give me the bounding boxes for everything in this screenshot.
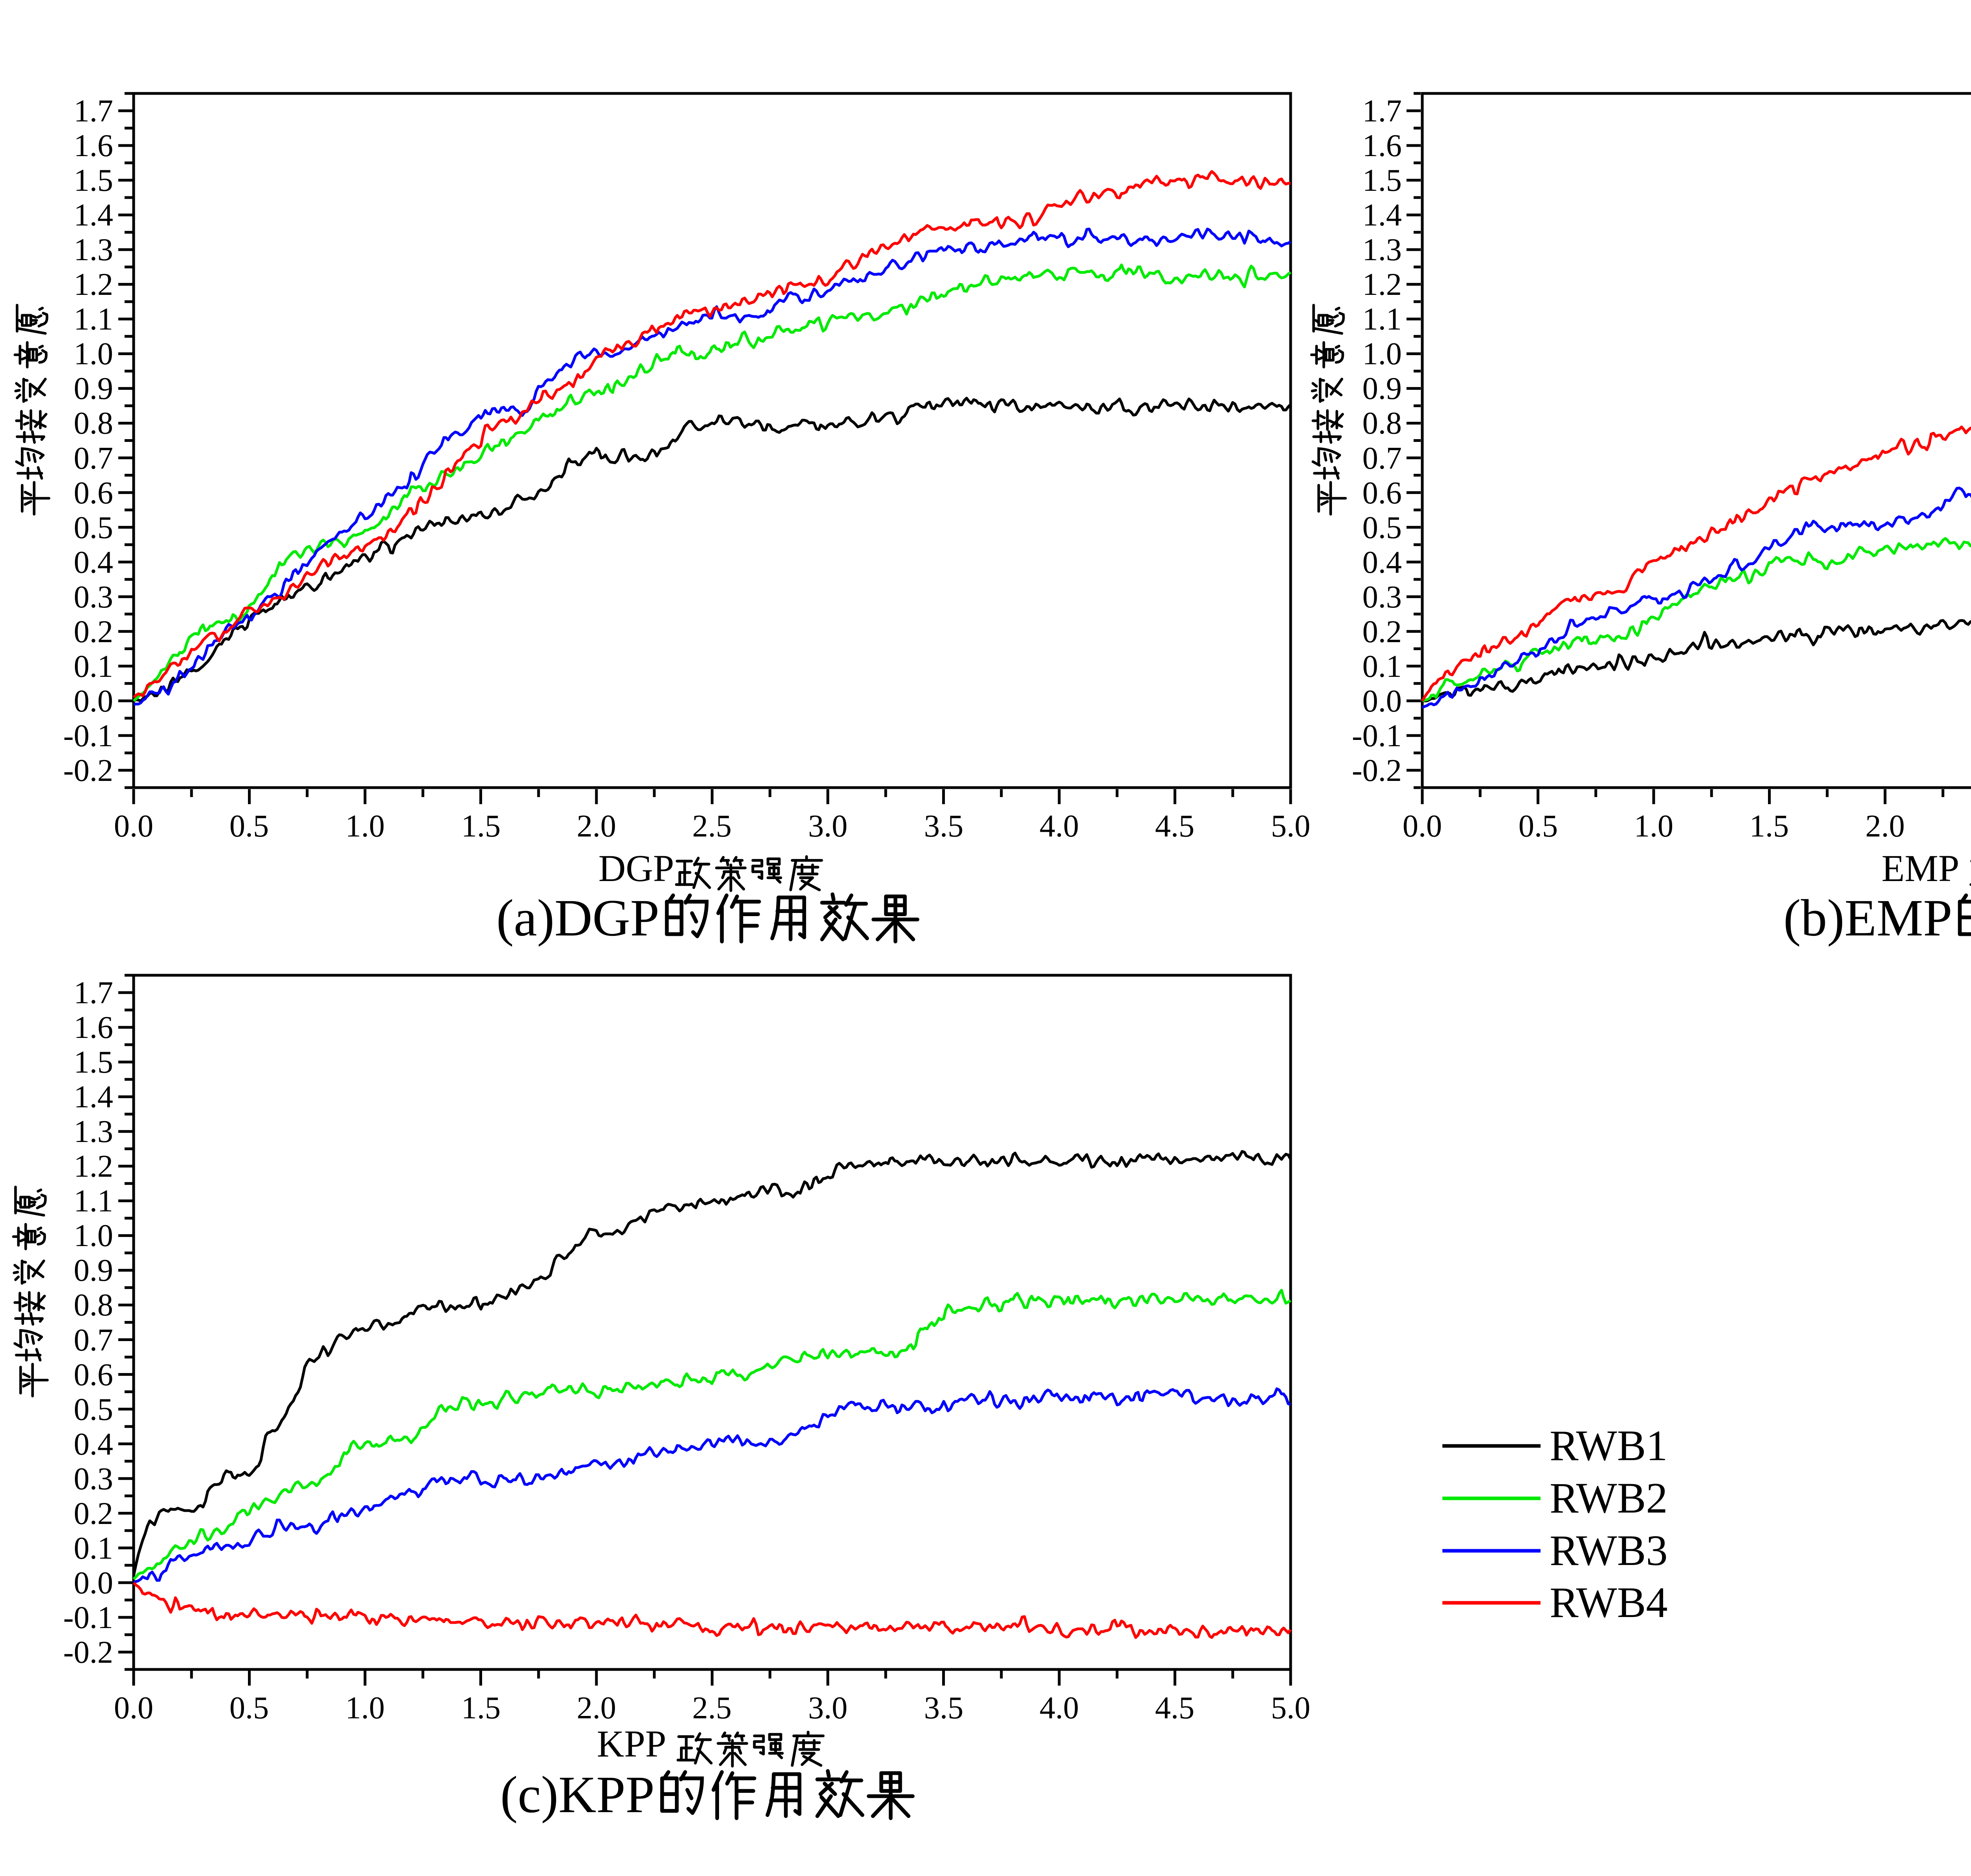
svg-text:RWB1: RWB1: [1550, 1421, 1668, 1470]
svg-text:1.7: 1.7: [74, 976, 113, 1010]
svg-text:1.0: 1.0: [74, 1218, 113, 1253]
svg-text:1.5: 1.5: [461, 1691, 501, 1725]
svg-text:EMP: EMP: [1882, 847, 1959, 889]
svg-text:1.0: 1.0: [345, 1691, 385, 1725]
svg-text:0.2: 0.2: [74, 1496, 113, 1531]
svg-text:5.0: 5.0: [1271, 809, 1310, 844]
svg-text:3.5: 3.5: [924, 809, 963, 844]
svg-text:0.9: 0.9: [1362, 371, 1402, 406]
svg-text:0.6: 0.6: [74, 1358, 113, 1392]
svg-text:0.1: 0.1: [74, 649, 113, 684]
svg-text:0.0: 0.0: [114, 1691, 153, 1725]
svg-text:1.1: 1.1: [74, 1184, 113, 1218]
svg-text:-0.1: -0.1: [1352, 719, 1402, 753]
svg-text:0.0: 0.0: [114, 809, 153, 844]
svg-text:0.1: 0.1: [1362, 649, 1402, 684]
svg-text:0.5: 0.5: [74, 510, 113, 545]
svg-text:1.0: 1.0: [1362, 337, 1402, 371]
svg-text:1.0: 1.0: [1634, 809, 1673, 844]
svg-text:0.3: 0.3: [74, 580, 113, 615]
svg-text:-0.2: -0.2: [1352, 753, 1402, 788]
svg-text:5.0: 5.0: [1271, 1691, 1310, 1725]
svg-text:0.5: 0.5: [1518, 809, 1558, 844]
svg-text:4.5: 4.5: [1155, 809, 1194, 844]
svg-text:0.9: 0.9: [74, 371, 113, 406]
svg-text:0.5: 0.5: [74, 1392, 113, 1427]
svg-text:1.0: 1.0: [345, 809, 385, 844]
svg-text:0.8: 0.8: [1362, 406, 1402, 441]
svg-text:1.7: 1.7: [74, 94, 113, 129]
svg-text:1.4: 1.4: [74, 1080, 113, 1114]
svg-text:0.4: 0.4: [74, 545, 113, 580]
svg-text:3.0: 3.0: [808, 1691, 848, 1725]
svg-text:0.7: 0.7: [74, 441, 113, 476]
svg-text:0.8: 0.8: [74, 1288, 113, 1323]
svg-text:2.0: 2.0: [1865, 809, 1905, 844]
svg-text:0.4: 0.4: [1362, 545, 1402, 580]
svg-text:1.2: 1.2: [74, 1149, 113, 1184]
svg-text:-0.1: -0.1: [63, 719, 113, 753]
svg-text:0.3: 0.3: [74, 1462, 113, 1496]
svg-text:1.0: 1.0: [74, 337, 113, 371]
svg-text:1.6: 1.6: [74, 1010, 113, 1045]
svg-text:0.1: 0.1: [74, 1531, 113, 1566]
svg-text:KPP: KPP: [597, 1723, 666, 1765]
svg-text:RWB2: RWB2: [1550, 1474, 1668, 1522]
svg-text:4.0: 4.0: [1040, 809, 1079, 844]
svg-text:0.0: 0.0: [74, 1566, 113, 1600]
svg-text:1.3: 1.3: [74, 1114, 113, 1149]
svg-text:0.0: 0.0: [1403, 809, 1442, 844]
svg-text:0.2: 0.2: [1362, 615, 1402, 649]
svg-text:1.4: 1.4: [74, 198, 113, 233]
svg-text:0.6: 0.6: [1362, 476, 1402, 510]
svg-text:DGP: DGP: [598, 847, 674, 889]
svg-text:2.5: 2.5: [692, 809, 732, 844]
svg-text:RWB4: RWB4: [1550, 1578, 1668, 1626]
svg-text:1.6: 1.6: [1362, 129, 1402, 163]
svg-text:1.1: 1.1: [74, 302, 113, 337]
svg-text:1.6: 1.6: [74, 129, 113, 163]
svg-text:0.6: 0.6: [74, 476, 113, 510]
svg-text:RWB3: RWB3: [1550, 1526, 1668, 1574]
svg-text:0.5: 0.5: [229, 809, 269, 844]
svg-text:-0.2: -0.2: [63, 1635, 113, 1670]
svg-text:1.2: 1.2: [74, 267, 113, 302]
svg-text:0.0: 0.0: [1362, 684, 1402, 719]
svg-text:1.5: 1.5: [1749, 809, 1789, 844]
svg-text:1.5: 1.5: [74, 1045, 113, 1080]
svg-text:1.5: 1.5: [461, 809, 501, 844]
svg-text:3.5: 3.5: [924, 1691, 963, 1725]
svg-text:0.7: 0.7: [1362, 441, 1402, 476]
svg-text:2.0: 2.0: [577, 809, 616, 844]
svg-text:0.0: 0.0: [74, 684, 113, 719]
svg-text:1.5: 1.5: [1362, 163, 1402, 198]
svg-text:-0.1: -0.1: [63, 1600, 113, 1635]
svg-text:0.2: 0.2: [74, 615, 113, 649]
svg-text:4.0: 4.0: [1040, 1691, 1079, 1725]
svg-text:1.3: 1.3: [1362, 233, 1402, 267]
svg-text:0.9: 0.9: [74, 1253, 113, 1288]
svg-text:-0.2: -0.2: [63, 753, 113, 788]
svg-text:(b)EMP: (b)EMP: [1783, 889, 1952, 947]
svg-text:2.0: 2.0: [577, 1691, 616, 1725]
svg-text:1.2: 1.2: [1362, 267, 1402, 302]
svg-text:3.0: 3.0: [808, 809, 848, 844]
svg-text:0.3: 0.3: [1362, 580, 1402, 615]
svg-text:0.4: 0.4: [74, 1427, 113, 1462]
svg-text:1.3: 1.3: [74, 233, 113, 267]
svg-text:2.5: 2.5: [692, 1691, 732, 1725]
svg-text:(a)DGP: (a)DGP: [496, 889, 659, 947]
svg-text:1.5: 1.5: [74, 163, 113, 198]
svg-text:1.1: 1.1: [1362, 302, 1402, 337]
svg-text:0.8: 0.8: [74, 406, 113, 441]
svg-text:1.4: 1.4: [1362, 198, 1402, 233]
svg-text:(c)KPP: (c)KPP: [500, 1765, 655, 1824]
svg-text:0.5: 0.5: [1362, 510, 1402, 545]
svg-text:0.5: 0.5: [229, 1691, 269, 1725]
svg-text:0.7: 0.7: [74, 1323, 113, 1358]
svg-text:1.7: 1.7: [1362, 94, 1402, 129]
svg-text:4.5: 4.5: [1155, 1691, 1194, 1725]
